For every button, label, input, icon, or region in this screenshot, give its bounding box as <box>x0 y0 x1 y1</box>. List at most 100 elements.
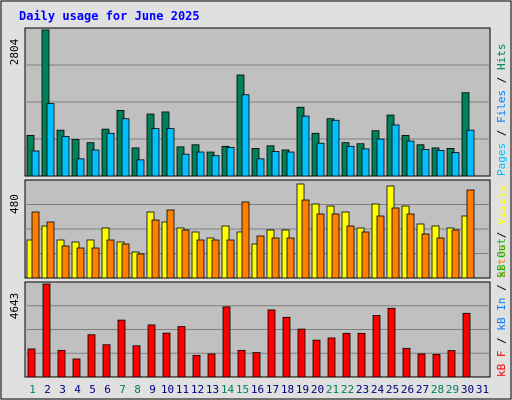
x-tick-label: 27 <box>416 383 429 396</box>
bar-kb-f-day-24 <box>372 315 381 378</box>
bar-sites-day-7 <box>121 243 130 279</box>
bar-sites-day-12 <box>196 239 205 279</box>
bar-sites-day-25 <box>391 207 400 279</box>
bar-pages-day-6 <box>106 132 115 177</box>
panels: 2804 Pages / Files / Hits 480 Sites / Visit… <box>8 27 508 396</box>
bar-sites-day-9 <box>151 219 160 279</box>
bar-kb-f-day-8 <box>132 345 141 378</box>
legend-item-visits: Visits <box>495 185 508 225</box>
legend-separator: / <box>495 225 508 245</box>
bar-kb-f-day-15 <box>237 349 246 378</box>
bar-pages-day-24 <box>376 138 385 177</box>
bar-kb-f-day-1 <box>27 348 36 378</box>
bar-kb-f-day-3 <box>57 349 66 378</box>
x-tick-label: 8 <box>134 383 141 396</box>
x-tick-label: 15 <box>236 383 249 396</box>
legend-item-sites: Sites <box>495 245 508 278</box>
bar-pages-day-26 <box>406 140 415 177</box>
bar-pages-day-4 <box>76 158 85 177</box>
x-tick-label: 31 <box>476 383 489 396</box>
bar-kb-f-day-14 <box>222 306 231 378</box>
bar-kb-f-day-12 <box>192 354 201 378</box>
bar-sites-day-10 <box>166 209 175 279</box>
bar-kb-f-day-19 <box>297 328 306 378</box>
bar-kb-f-day-4 <box>72 358 81 378</box>
panel-bottom: 4643 kB F / kB In / kB Out <box>8 238 508 378</box>
bar-pages-day-12 <box>196 151 205 177</box>
bar-pages-day-23 <box>361 148 370 177</box>
panel-middle-legend: Sites / Visits <box>495 185 508 278</box>
legend-item-pages: Pages <box>495 143 508 176</box>
x-tick-label: 29 <box>446 383 459 396</box>
bar-sites-day-30 <box>466 189 475 279</box>
bar-kb-f-day-17 <box>267 309 276 378</box>
bar-kb-f-day-30 <box>462 312 471 378</box>
x-tick-label: 13 <box>206 383 219 396</box>
bar-sites-day-16 <box>256 235 265 279</box>
legend-item-kb-in: kB In <box>495 298 508 331</box>
bar-kb-f-day-21 <box>327 337 336 378</box>
panel-bottom-max-label: 4643 <box>8 293 21 320</box>
x-tick-label: 25 <box>386 383 399 396</box>
x-tick-label: 20 <box>311 383 324 396</box>
x-tick-label: 6 <box>104 383 111 396</box>
bar-sites-day-17 <box>271 237 280 279</box>
bar-sites-day-13 <box>211 239 220 279</box>
bar-pages-day-25 <box>391 124 400 177</box>
bar-sites-day-5 <box>91 247 100 279</box>
x-tick-label: 4 <box>74 383 81 396</box>
bar-pages-day-30 <box>466 129 475 177</box>
x-tick-label: 3 <box>59 383 66 396</box>
bar-pages-day-10 <box>166 128 175 177</box>
bar-pages-day-3 <box>61 136 70 177</box>
bar-hits-day-2 <box>41 29 50 177</box>
bar-kb-f-day-7 <box>117 319 126 378</box>
bar-sites-day-20 <box>316 213 325 279</box>
x-tick-label: 18 <box>281 383 294 396</box>
bar-kb-f-day-27 <box>417 353 426 378</box>
x-tick-label: 17 <box>266 383 279 396</box>
bar-pages-day-29 <box>451 152 460 177</box>
bar-sites-day-21 <box>331 213 340 279</box>
bar-pages-day-1 <box>31 150 40 177</box>
x-tick-label: 2 <box>44 383 51 396</box>
bar-pages-day-2 <box>46 103 55 177</box>
legend-separator: / <box>495 70 508 90</box>
bar-sites-day-6 <box>106 239 115 279</box>
bar-sites-day-28 <box>436 237 445 279</box>
x-tick-label: 5 <box>89 383 96 396</box>
chart-title: Daily usage for June 2025 <box>19 9 200 23</box>
x-tick-label: 12 <box>191 383 204 396</box>
bar-pages-day-17 <box>271 151 280 177</box>
x-tick-label: 19 <box>296 383 309 396</box>
bar-kb-f-day-18 <box>282 316 291 378</box>
x-tick-label: 9 <box>149 383 156 396</box>
panel-top-max-label: 2804 <box>8 38 21 65</box>
x-tick-label: 23 <box>356 383 369 396</box>
bar-pages-day-15 <box>241 94 250 177</box>
bar-pages-day-27 <box>421 149 430 177</box>
bar-kb-f-day-23 <box>357 332 366 378</box>
x-tick-label: 14 <box>221 383 235 396</box>
x-tick-label: 16 <box>251 383 264 396</box>
panel-bottom-legend: kB F / kB In / kB Out <box>495 238 508 377</box>
bar-pages-day-19 <box>301 115 310 177</box>
x-tick-label: 10 <box>161 383 174 396</box>
bar-sites-day-26 <box>406 213 415 279</box>
x-tick-label: 7 <box>119 383 126 396</box>
legend-separator: / <box>495 123 508 143</box>
bar-kb-f-day-11 <box>177 326 186 378</box>
bar-kb-f-day-6 <box>102 344 111 378</box>
legend-item-kb-out: kB Out <box>495 238 508 278</box>
panel-middle: 480 Sites / Visits <box>8 179 508 279</box>
bar-kb-f-day-5 <box>87 334 96 378</box>
bar-sites-day-8 <box>136 253 145 279</box>
bar-sites-day-18 <box>286 237 295 279</box>
bar-sites-day-22 <box>346 225 355 279</box>
bar-kb-f-day-2 <box>42 283 51 378</box>
bar-pages-day-9 <box>151 128 160 177</box>
bar-pages-day-20 <box>316 142 325 177</box>
bar-sites-day-19 <box>301 199 310 279</box>
